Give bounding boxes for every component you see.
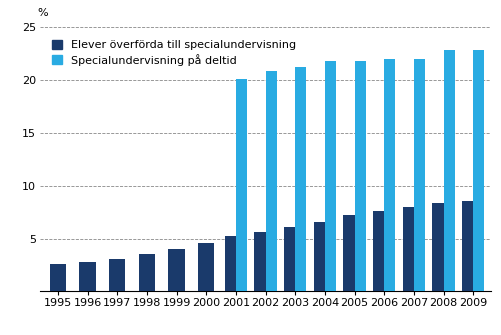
Bar — [254, 232, 266, 291]
Bar — [266, 71, 277, 291]
Bar — [79, 262, 96, 291]
Bar — [50, 264, 66, 291]
Bar — [168, 249, 185, 291]
Bar — [462, 201, 473, 291]
Bar — [355, 61, 366, 291]
Bar — [414, 59, 425, 291]
Bar — [373, 211, 384, 291]
Bar — [403, 207, 414, 291]
Bar — [384, 59, 395, 291]
Bar — [314, 221, 325, 291]
Bar — [432, 203, 443, 291]
Bar — [109, 259, 125, 291]
Bar — [343, 215, 355, 291]
Bar — [295, 67, 307, 291]
Legend: Elever överförda till specialundervisning, Specialundervisning på deltid: Elever överförda till specialundervisnin… — [50, 38, 299, 68]
Bar — [236, 79, 247, 291]
Text: %: % — [38, 8, 49, 18]
Bar — [198, 243, 214, 291]
Bar — [224, 237, 236, 291]
Bar — [473, 50, 484, 291]
Bar — [139, 254, 155, 291]
Bar — [325, 61, 336, 291]
Bar — [284, 227, 295, 291]
Bar — [443, 50, 455, 291]
